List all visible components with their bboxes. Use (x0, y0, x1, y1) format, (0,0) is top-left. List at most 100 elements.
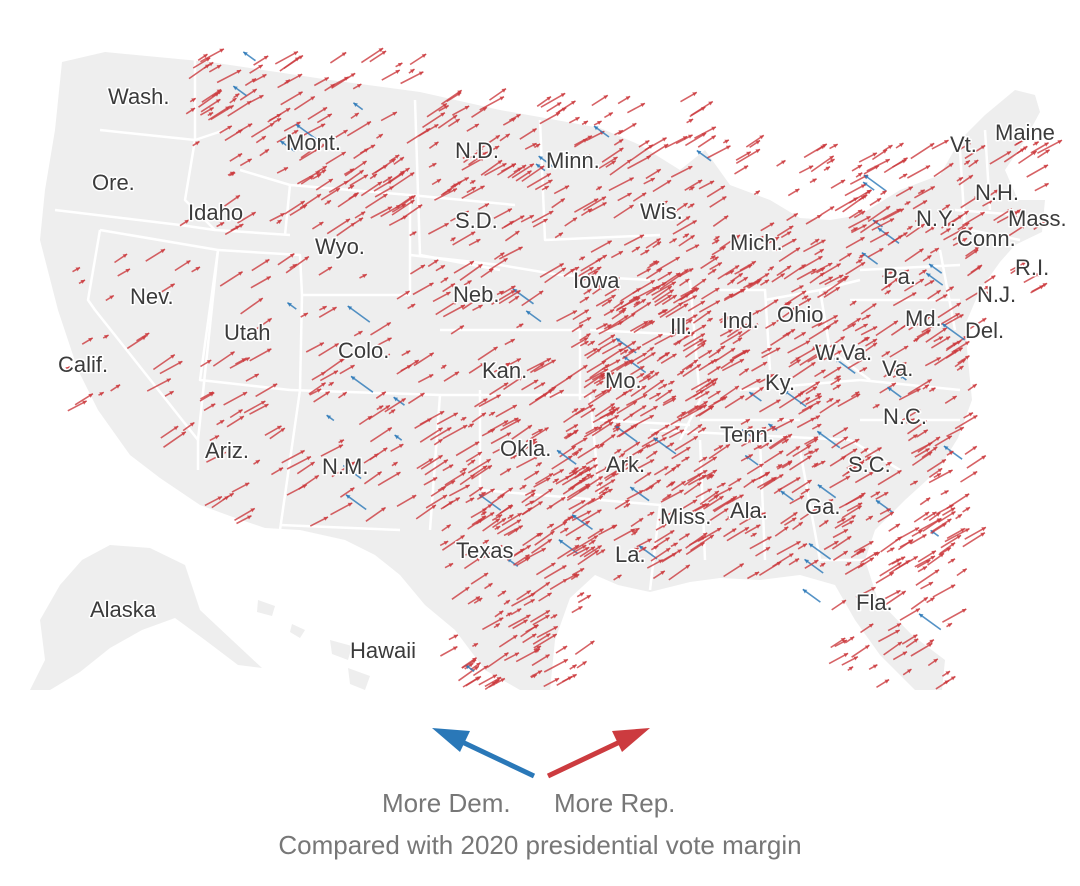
county-arrow-head (496, 394, 501, 399)
county-arrow (531, 488, 554, 504)
county-arrow-head (477, 598, 483, 602)
county-arrow-head (929, 143, 935, 148)
county-arrow-head (714, 239, 720, 244)
county-arrow-head (594, 126, 599, 131)
county-arrow-head (808, 543, 814, 548)
county-arrow (962, 532, 986, 548)
county-arrow-head (280, 140, 285, 145)
county-arrow (200, 48, 225, 63)
county-arrow-head (857, 209, 863, 214)
county-arrow-head (702, 470, 708, 475)
county-arrow-head (689, 186, 695, 191)
county-arrow (706, 145, 731, 159)
state-label-ca: Calif. (58, 352, 108, 377)
county-arrow-head (495, 623, 500, 628)
county-arrow-head (974, 246, 980, 251)
county-arrow-head (551, 386, 556, 391)
county-arrow-head (673, 542, 678, 547)
county-arrow-head (332, 307, 337, 312)
county-arrow-head (350, 73, 356, 78)
county-arrow (461, 185, 485, 200)
county-arrow-head (169, 391, 174, 396)
county-arrow-head (878, 248, 884, 253)
county-arrow-head (610, 434, 616, 439)
county-arrow-head (795, 477, 801, 482)
county-arrow (910, 642, 933, 657)
county-arrow-head (744, 368, 749, 373)
county-arrow-head (629, 205, 634, 209)
county-arrow (452, 231, 476, 246)
county-arrow-head (503, 420, 509, 425)
county-arrow-head (363, 148, 369, 153)
county-arrow-head (244, 482, 250, 487)
county-arrow (867, 205, 891, 223)
county-arrow (480, 544, 503, 560)
county-arrow-head (593, 426, 599, 431)
county-arrow-head (573, 471, 578, 476)
county-arrow-head (784, 439, 789, 444)
county-arrow-head (545, 582, 550, 587)
county-arrow-head (525, 554, 530, 559)
county-arrow-head (269, 123, 275, 128)
county-arrow-head (590, 546, 596, 551)
county-arrow-head (738, 273, 743, 278)
county-arrow-head (462, 425, 468, 430)
county-arrow-head (634, 296, 639, 301)
county-arrow-head (230, 351, 235, 356)
county-arrow-head (125, 268, 130, 273)
county-arrow-head (853, 656, 858, 661)
county-arrow-head (708, 318, 713, 323)
county-arrow-head (672, 238, 677, 243)
county-arrow (219, 271, 244, 287)
county-arrow-head (487, 465, 492, 470)
county-arrow-head (234, 93, 240, 98)
county-arrow-head (810, 362, 816, 367)
county-arrow (152, 283, 176, 298)
county-arrow-head (452, 646, 458, 651)
county-arrow-head (671, 281, 676, 286)
county-arrow-head (527, 170, 532, 175)
county-arrow-head (580, 408, 585, 412)
county-arrow-head (875, 404, 880, 409)
county-arrow (664, 135, 688, 149)
county-arrow-head (346, 494, 351, 499)
rep-arrow-icon (546, 728, 650, 779)
county-arrow-head (913, 638, 919, 643)
county-arrow-head (487, 504, 493, 509)
county-arrow-head (715, 366, 721, 371)
county-arrow-head (474, 124, 479, 128)
county-arrow-head (341, 52, 347, 57)
county-arrow-head (936, 357, 941, 362)
county-arrow-head (450, 480, 456, 485)
county-arrow-head (405, 168, 410, 173)
county-arrow-head (701, 278, 707, 283)
county-arrow-head (558, 539, 564, 544)
county-arrow-head (649, 512, 655, 516)
county-arrow-head (386, 322, 391, 327)
county-arrow-head (88, 337, 93, 342)
county-arrow-head (488, 268, 494, 273)
county-arrow-head (411, 495, 417, 500)
county-arrow (598, 320, 624, 335)
county-arrow (344, 160, 368, 177)
county-arrow-head (610, 334, 615, 339)
county-arrow-head (666, 494, 672, 499)
county-arrow-head (469, 261, 474, 266)
county-arrow-head (529, 163, 534, 168)
county-arrow-head (480, 185, 485, 190)
county-arrow-head (901, 362, 907, 367)
county-arrow (690, 534, 715, 552)
county-arrow-head (625, 96, 631, 101)
county-arrow (486, 651, 509, 669)
county-arrow-head (834, 358, 840, 363)
county-arrow-head (919, 279, 924, 283)
county-arrow-head (541, 548, 546, 553)
county-arrow-head (300, 450, 305, 455)
county-arrow-head (544, 427, 549, 432)
county-arrow-head (663, 309, 668, 314)
county-arrow-head (535, 143, 541, 148)
county-arrow-head (910, 319, 915, 324)
county-arrow-head (584, 309, 589, 314)
county-arrow-head (841, 456, 846, 461)
county-arrow-head (324, 77, 329, 82)
